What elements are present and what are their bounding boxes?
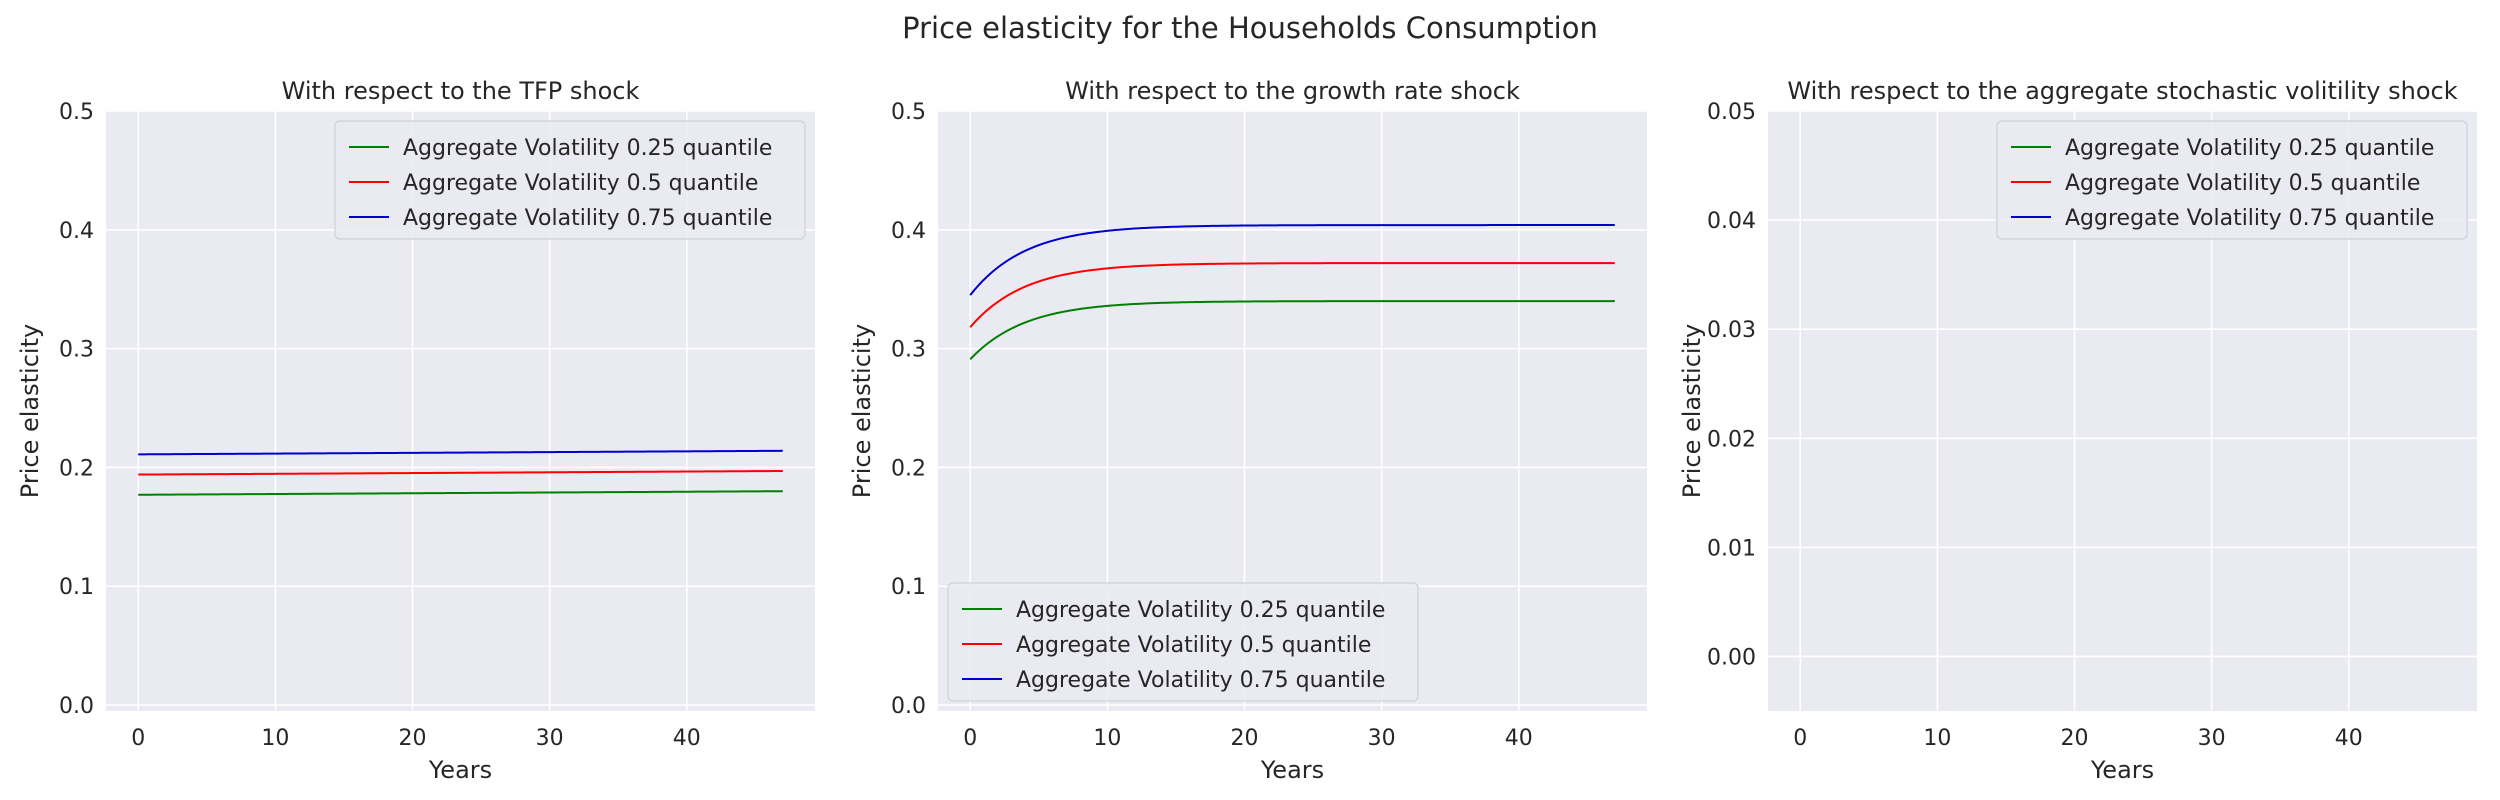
y-tick-label: 0.1 [59,575,94,600]
y-axis-label: Price elasticity [1678,324,1706,498]
x-axis-label: Years [2090,756,2154,784]
legend-entry-label: Aggregate Volatility 0.25 quantile [1016,598,1385,623]
legend-entry-label: Aggregate Volatility 0.75 quantile [2065,206,2434,231]
series-line-2 [969,262,1615,328]
y-tick-label: 0.5 [891,100,926,125]
legend-frame [947,582,1419,702]
y-tick-label: 0.04 [1707,209,1756,234]
y-tick-label: 0.03 [1707,318,1756,343]
legend-entry-label: Aggregate Volatility 0.25 quantile [2065,136,2434,161]
x-tick-label: 20 [399,726,427,751]
x-tick-label: 10 [261,726,289,751]
series-line-1 [138,490,783,496]
legend-entry-label: Aggregate Volatility 0.75 quantile [403,206,772,231]
series-line-1 [969,300,1615,361]
x-tick-label: 10 [1093,726,1121,751]
chart-panel-3: 0 10 20 30 40 0.00 0.01 0.02 0.03 0.04 0.05 With re… [1678,77,2477,784]
x-tick-label: 10 [1923,726,1951,751]
legend-entry-label: Aggregate Volatility 0.5 quantile [403,171,758,196]
legend-entry-label: Aggregate Volatility 0.25 quantile [403,136,772,161]
series-line-3 [138,449,783,456]
legend-entry-label: Aggregate Volatility 0.75 quantile [1016,668,1385,693]
x-tick-label: 20 [2061,726,2089,751]
chart-panel-2: 0 10 20 30 40 0.0 0.1 0.2 0.3 0.4 0.5 With respect … [848,77,1647,784]
legend-entry-label: Aggregate Volatility 0.5 quantile [2065,171,2420,196]
y-tick-label: 0.00 [1707,645,1756,670]
y-tick-label: 0.05 [1707,100,1756,125]
y-axis-label: Price elasticity [848,324,876,498]
x-axis-label: Years [428,756,492,784]
x-tick-label: 0 [131,726,145,751]
legend: Aggregate Volatility 0.25 quantile Aggreg… [334,120,806,240]
legend-frame [1996,120,2468,240]
x-tick-label: 40 [1505,726,1533,751]
chart-panel-1: 0 10 20 30 40 0.0 0.1 0.2 0.3 0.4 0.5 With respect … [16,77,815,784]
y-tick-label: 0.4 [891,219,926,244]
x-tick-label: 30 [536,726,564,751]
panel-title: With respect to the aggregate stochastic… [1787,77,2457,105]
legend: Aggregate Volatility 0.25 quantile Aggreg… [1996,120,2468,240]
y-tick-label: 0.1 [891,575,926,600]
legend-entry-label: Aggregate Volatility 0.5 quantile [1016,633,1371,658]
y-tick-label: 0.3 [59,338,94,363]
y-tick-label: 0.5 [59,100,94,125]
x-tick-label: 40 [2335,726,2363,751]
figure-title: Price elasticity for the Households Cons… [902,11,1598,45]
y-tick-label: 0.2 [891,456,926,481]
y-tick-label: 0.01 [1707,536,1756,561]
x-tick-label: 0 [1793,726,1807,751]
x-axis-label: Years [1260,756,1324,784]
legend-frame [334,120,806,240]
series-line-2 [138,470,783,476]
panel-title: With respect to the growth rate shock [1065,77,1520,105]
y-tick-label: 0.4 [59,219,94,244]
series-line-3 [969,224,1615,296]
y-tick-label: 0.02 [1707,427,1756,452]
x-tick-label: 0 [963,726,977,751]
panel-title: With respect to the TFP shock [282,77,640,105]
x-tick-label: 20 [1231,726,1259,751]
y-tick-label: 0.2 [59,456,94,481]
x-tick-label: 30 [1368,726,1396,751]
y-tick-label: 0.0 [891,694,926,719]
y-tick-label: 0.3 [891,338,926,363]
y-tick-label: 0.0 [59,694,94,719]
x-tick-label: 30 [2198,726,2226,751]
x-tick-label: 40 [673,726,701,751]
legend: Aggregate Volatility 0.25 quantile Aggreg… [947,582,1419,702]
y-axis-label: Price elasticity [16,324,44,498]
